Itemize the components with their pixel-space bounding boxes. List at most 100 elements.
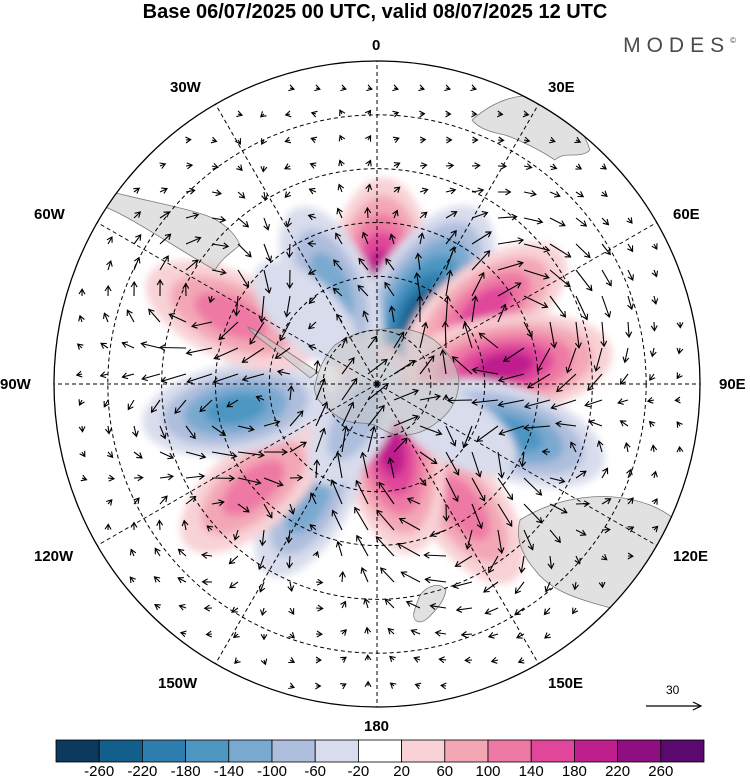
wind-arrow — [455, 605, 473, 613]
wind-arrow — [600, 553, 608, 561]
wind-arrow — [185, 451, 207, 460]
wind-arrow — [627, 295, 634, 311]
wind-arrow — [622, 347, 630, 364]
wind-arrow — [201, 578, 213, 586]
wind-arrow — [393, 437, 408, 453]
wind-arrow — [129, 576, 136, 583]
wind-arrow — [445, 269, 454, 297]
wind-arrow — [392, 84, 400, 92]
wind-arrow — [549, 477, 566, 484]
wind-arrow — [226, 399, 239, 408]
wind-arrow — [497, 373, 525, 383]
wind-arrow — [471, 451, 482, 478]
wind-arrow — [159, 187, 168, 194]
wind-arrow — [232, 631, 240, 639]
lon-label-120w: 120W — [34, 548, 74, 565]
wind-arrow — [575, 217, 588, 227]
wind-arrow — [387, 457, 395, 479]
wind-arrow — [315, 377, 327, 401]
colorbar-swatch — [55, 739, 100, 763]
wind-arrow — [341, 401, 355, 427]
wind-arrow — [651, 497, 658, 505]
colorbar-tick-label: 60 — [436, 763, 454, 780]
wind-arrow — [241, 347, 265, 363]
wind-arrow — [392, 110, 400, 118]
lon-label-150e: 150E — [548, 675, 584, 692]
wind-arrow — [141, 373, 161, 382]
wind-arrow — [676, 321, 684, 329]
wind-arrow — [340, 656, 347, 663]
wind-arrow — [649, 373, 656, 381]
wind-arrow — [284, 136, 292, 144]
wind-arrow — [313, 359, 321, 375]
wind-arrow — [338, 159, 345, 167]
wind-arrow — [288, 682, 295, 690]
wind-arrow — [106, 236, 113, 245]
wind-arrow — [237, 217, 250, 228]
wind-arrow — [619, 373, 629, 385]
wind-arrow — [392, 209, 399, 219]
wind-arrow — [625, 321, 633, 339]
wind-arrow — [315, 630, 323, 638]
colorbar-swatch — [314, 739, 359, 763]
colorbar-swatch — [574, 739, 619, 763]
meridian-line — [376, 383, 657, 546]
meridian-line — [376, 104, 539, 385]
wind-arrow — [185, 473, 206, 480]
wind-arrow — [338, 134, 346, 142]
wind-arrow — [341, 357, 355, 375]
wind-arrow — [627, 269, 634, 282]
wind-arrow — [617, 398, 629, 405]
modes-logo: MODES© — [623, 34, 736, 58]
wind-arrow — [129, 548, 137, 557]
wind-arrow — [523, 136, 531, 144]
wind-arrow — [550, 399, 577, 410]
wind-arrow — [263, 448, 288, 456]
wind-arrow — [286, 555, 294, 569]
latitude-circle — [322, 329, 432, 439]
wind-arrow — [627, 243, 634, 253]
wind-arrow — [378, 481, 395, 505]
wind-arrow — [185, 259, 199, 271]
wind-arrow — [400, 571, 421, 583]
latitude-circle — [161, 168, 593, 600]
wind-arrow — [104, 284, 112, 297]
wind-arrow — [523, 243, 551, 253]
meridian-line — [215, 383, 378, 664]
colorbar-tick-label: -220 — [127, 763, 158, 780]
wind-arrow — [385, 258, 395, 271]
wind-arrow — [127, 399, 135, 411]
wind-arrow — [211, 474, 236, 482]
colorbar-tick-label: 180 — [561, 763, 587, 780]
wind-arrow — [419, 355, 435, 375]
wind-arrow — [190, 321, 213, 329]
wind-arrow — [438, 656, 447, 664]
wind-arrow — [334, 451, 343, 479]
wind-arrow — [601, 217, 610, 226]
wind-arrow — [410, 628, 421, 636]
colorbar-swatch — [487, 739, 532, 763]
wind-arrow — [79, 450, 86, 458]
wind-arrow — [396, 542, 421, 557]
wind-arrow — [575, 163, 583, 170]
anomaly-center — [142, 361, 329, 456]
wind-arrow — [257, 555, 265, 571]
wind-arrow — [233, 295, 241, 317]
wind-arrow — [405, 600, 421, 609]
wind-arrow — [523, 477, 543, 496]
wind-arrow — [338, 570, 346, 583]
wind-arrow — [211, 451, 238, 459]
wind-arrow — [211, 189, 223, 197]
wind-arrow — [263, 503, 273, 519]
wind-arrow — [154, 604, 161, 611]
colorbar-swatch — [271, 739, 316, 763]
wind-arrow — [575, 243, 591, 259]
wind-arrow — [393, 331, 405, 349]
meridian-line — [215, 104, 378, 385]
wind-arrow — [361, 231, 369, 245]
wind-arrow — [471, 162, 481, 170]
wind-arrow — [288, 657, 296, 664]
wind-arrow — [497, 136, 505, 144]
wind-arrow — [231, 606, 239, 613]
wind-arrow — [649, 347, 657, 358]
